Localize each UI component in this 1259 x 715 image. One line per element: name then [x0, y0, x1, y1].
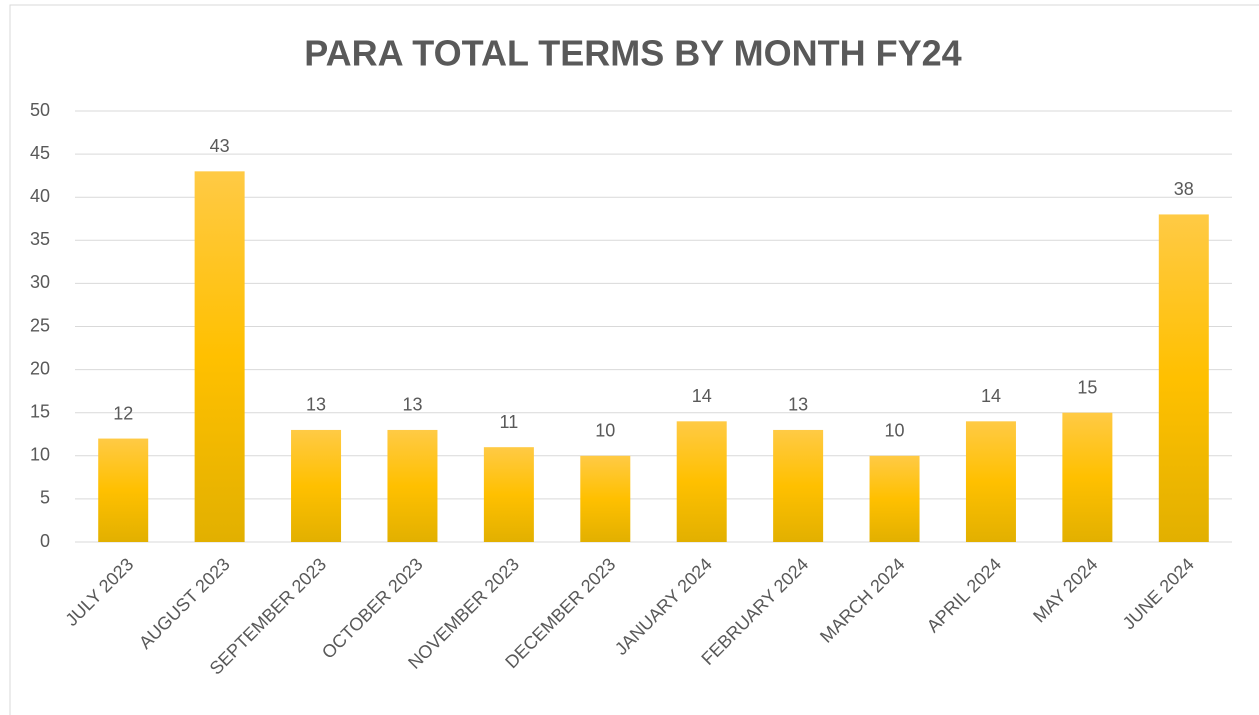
bar [965, 421, 1016, 542]
y-tick-label: 45 [30, 143, 50, 163]
data-label: 14 [981, 386, 1001, 406]
data-label: 43 [210, 136, 230, 156]
bar [580, 455, 631, 542]
bar [194, 171, 245, 542]
data-label: 13 [306, 395, 326, 415]
y-tick-label: 20 [30, 358, 50, 378]
y-tick-label: 10 [30, 445, 50, 465]
bar [869, 455, 920, 542]
bar [483, 447, 534, 542]
data-label: 14 [692, 386, 712, 406]
y-tick-label: 0 [40, 531, 50, 551]
y-tick-label: 35 [30, 229, 50, 249]
bar [1062, 412, 1113, 542]
bar [1158, 214, 1209, 542]
y-tick-label: 50 [30, 100, 50, 120]
data-label: 11 [500, 412, 519, 432]
y-tick-label: 30 [30, 272, 50, 292]
data-label: 10 [595, 421, 615, 441]
bar [98, 438, 149, 542]
data-label: 12 [113, 403, 133, 423]
data-label: 38 [1174, 179, 1194, 199]
bar [387, 429, 438, 542]
data-label: 13 [402, 395, 422, 415]
bar [676, 421, 727, 542]
bar [773, 429, 824, 542]
bar [291, 429, 342, 542]
y-tick-label: 15 [30, 401, 50, 421]
y-tick-label: 25 [30, 315, 50, 335]
data-label: 13 [788, 395, 808, 415]
data-label: 15 [1077, 377, 1097, 397]
y-tick-label: 5 [40, 488, 50, 508]
data-label: 10 [885, 421, 905, 441]
chart-title: PARA TOTAL TERMS BY MONTH FY24 [304, 33, 961, 74]
y-tick-label: 40 [30, 186, 50, 206]
